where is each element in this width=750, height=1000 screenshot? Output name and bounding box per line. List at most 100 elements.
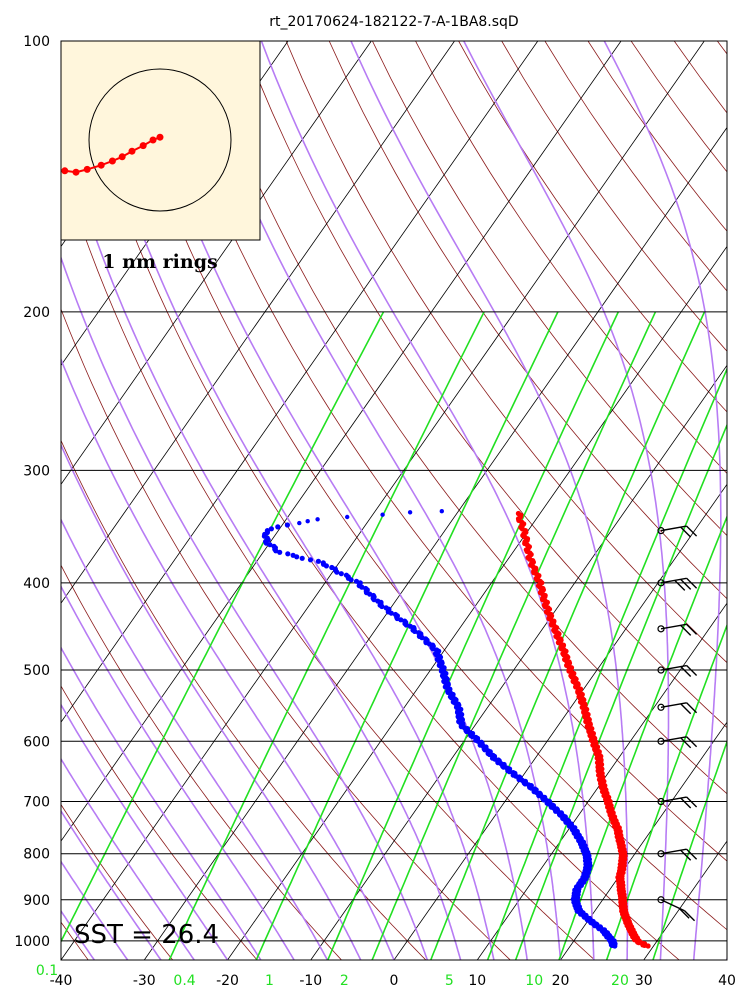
mixing-ratio-line	[255, 311, 559, 960]
mixing-ratio-tick-label: 20	[611, 973, 629, 989]
barb-flag	[680, 526, 692, 538]
isotherm	[227, 245, 727, 960]
dewpoint-point	[307, 557, 314, 563]
isotherm	[0, 41, 38, 960]
isotherm	[643, 840, 727, 960]
dewpoint-point	[315, 517, 320, 522]
barb-flag	[680, 703, 692, 715]
pressure-tick-label: 300	[23, 463, 50, 479]
wind-barb	[657, 623, 698, 636]
moist-adiabat	[129, 41, 528, 960]
moist-adiabat	[79, 41, 495, 960]
isotherm	[393, 483, 727, 960]
track-point	[97, 161, 105, 169]
mixing-ratio-line	[514, 423, 727, 960]
dewpoint-point	[353, 578, 360, 584]
dewpoint-point	[284, 522, 290, 528]
barb-flag	[686, 796, 698, 808]
moist-adiabat	[188, 41, 562, 960]
dry-adiabat	[199, 41, 727, 795]
dewpoint-point	[402, 618, 408, 624]
isotherm	[143, 126, 727, 960]
mixing-ratio-line	[168, 311, 485, 960]
wind-barb	[657, 736, 698, 749]
barb-flag	[686, 736, 698, 748]
barb-flag	[684, 910, 696, 922]
dewpoint-point	[439, 509, 444, 514]
dry-adiabat	[415, 41, 727, 474]
dewpoint-point	[320, 560, 326, 566]
barb-flag	[686, 623, 698, 635]
inset-label: 1 nm rings	[102, 251, 217, 273]
pressure-tick-label: 400	[23, 576, 50, 592]
dry-adiabat	[61, 803, 174, 960]
track-point	[83, 165, 91, 173]
mixing-ratio-line	[652, 739, 727, 960]
dewpoint-point	[329, 564, 335, 571]
dewpoint-point	[345, 514, 350, 520]
profile-layer	[261, 509, 651, 949]
wind-barb	[657, 525, 698, 538]
moist-adiabat	[726, 952, 727, 960]
moist-adiabat	[61, 357, 395, 960]
dry-adiabat	[673, 41, 727, 114]
isotherm	[61, 41, 539, 723]
track-line	[64, 136, 161, 174]
temperature-tick-label: -40	[50, 973, 73, 989]
barb-flag	[686, 848, 698, 860]
moist-adiabat	[463, 41, 670, 960]
dewpoint-point	[380, 512, 385, 517]
moist-adiabat	[61, 645, 262, 960]
dewpoint-point	[363, 585, 369, 592]
temperature-tick-label: 20	[552, 973, 570, 989]
barb-staff	[660, 702, 687, 708]
dewpoint-point	[407, 510, 413, 515]
mixing-ratio-tick-label: 2	[340, 973, 349, 989]
dewpoint-point	[268, 526, 274, 532]
wind-barb	[657, 896, 696, 922]
moist-adiabat	[260, 41, 595, 960]
barb-staff	[660, 796, 687, 803]
dry-adiabat	[70, 41, 680, 960]
pressure-tick-label: 200	[23, 305, 50, 321]
pressure-tick-label: 900	[23, 893, 50, 909]
barb-staff	[660, 525, 687, 532]
chart-title: rt_20170624-182122-7-A-1BA8.sqD	[269, 14, 518, 30]
mixing-ratio-line	[430, 311, 706, 960]
wind-barb	[657, 664, 698, 678]
dewpoint-point	[305, 519, 310, 524]
background-lines	[0, 41, 727, 960]
dewpoint-point	[297, 520, 302, 526]
mixing-ratio-tick-label: 0.1	[36, 963, 58, 979]
mixing-ratio-tick-label: 0.4	[173, 973, 195, 989]
track-point	[72, 168, 80, 176]
barb-flag	[686, 665, 698, 677]
moist-adiabat	[61, 860, 129, 960]
dewpoint-point	[271, 543, 277, 549]
barb-flag	[680, 624, 692, 636]
mixing-ratio-line	[61, 311, 385, 944]
dry-adiabat	[113, 41, 727, 931]
dry-adiabat	[61, 164, 596, 960]
temperature-tick-label: 40	[718, 973, 736, 989]
pressure-tick-label: 500	[23, 663, 50, 679]
temperature-tick-label: -20	[216, 973, 239, 989]
track-point	[139, 142, 147, 150]
isotherm	[726, 959, 727, 960]
dewpoint-point	[290, 552, 296, 558]
mixing-ratio-tick-label: 5	[445, 973, 454, 989]
dry-adiabat	[285, 41, 727, 664]
temperature-point	[515, 510, 522, 517]
dewpoint-point	[392, 611, 399, 618]
dewpoint-point	[299, 555, 305, 561]
dry-adiabat	[458, 41, 727, 413]
moist-adiabat	[61, 517, 329, 960]
isotherm	[61, 41, 705, 960]
isotherm	[310, 364, 727, 960]
temperature-tick-label: 0	[390, 973, 399, 989]
barb-staff	[660, 848, 687, 855]
plot-frame	[60, 40, 728, 961]
track-point	[118, 153, 126, 161]
